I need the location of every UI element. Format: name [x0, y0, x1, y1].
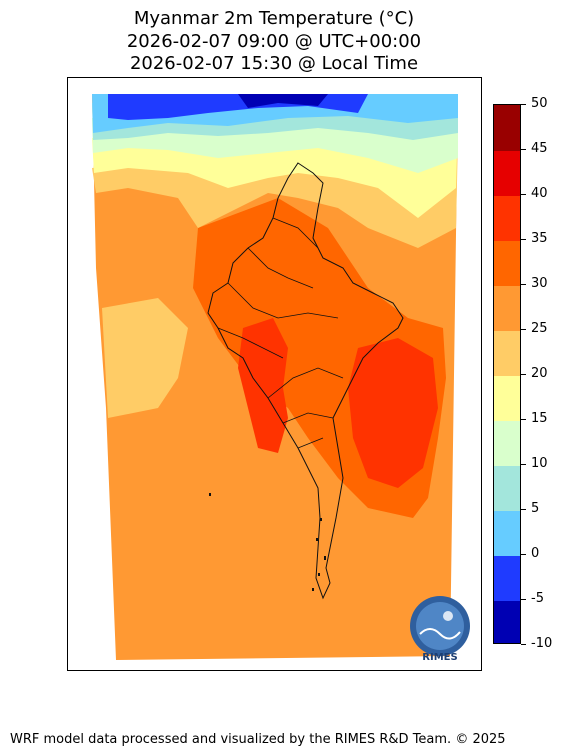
- colorbar-segment: [494, 330, 520, 376]
- temp-field-minus10: [238, 94, 328, 108]
- colorbar-tick: [521, 509, 526, 510]
- colorbar-tick-label: 20: [531, 366, 548, 381]
- colorbar-segment: [494, 285, 520, 331]
- colorbar-tick-label: 0: [531, 546, 540, 561]
- colorbar-segment: [494, 240, 520, 286]
- colorbar-segment: [494, 105, 520, 151]
- colorbar-tick-label: 10: [531, 456, 548, 471]
- utc-time: 2026-02-07 09:00 @ UTC+00:00: [126, 31, 422, 52]
- footer-credit: WRF model data processed and visualized …: [10, 732, 506, 747]
- colorbar-tick: [521, 104, 526, 105]
- temp-field-35-40-west: [238, 318, 288, 453]
- map-panel: RIMES: [67, 77, 482, 671]
- colorbar-tick: [521, 284, 526, 285]
- colorbar-tick-label: 40: [531, 186, 548, 201]
- colorbar: [493, 104, 521, 644]
- colorbar-tick-label: 5: [531, 501, 540, 516]
- colorbar-tick-label: 45: [531, 141, 548, 156]
- logo-text: RIMES: [422, 652, 457, 663]
- colorbar-tick-label: -5: [531, 591, 544, 606]
- local-time: 2026-02-07 15:30 @ Local Time: [129, 53, 419, 74]
- colorbar-segment: [494, 510, 520, 556]
- colorbar-tick-label: 35: [531, 231, 548, 246]
- colorbar-tick: [521, 644, 526, 645]
- colorbar-tick-label: 25: [531, 321, 548, 336]
- colorbar-tick-label: 15: [531, 411, 548, 426]
- colorbar-tick: [521, 464, 526, 465]
- coastal-islands: [209, 493, 326, 591]
- colorbar-tick: [521, 419, 526, 420]
- colorbar-segment: [494, 195, 520, 241]
- colorbar-tick-label: -10: [531, 636, 553, 651]
- colorbar-tick: [521, 194, 526, 195]
- colorbar-tick: [521, 329, 526, 330]
- myanmar-border: [207, 162, 404, 600]
- colorbar-tick: [521, 599, 526, 600]
- map-title: Myanmar 2m Temperature (°C): [133, 8, 415, 29]
- colorbar-segment: [494, 465, 520, 511]
- colorbar-tick: [521, 239, 526, 240]
- temperature-map: RIMES: [92, 94, 470, 663]
- colorbar-tick: [521, 149, 526, 150]
- colorbar-tick: [521, 374, 526, 375]
- state-boundaries: [217, 217, 344, 449]
- colorbar-tick-label: 50: [531, 96, 548, 111]
- temp-field-20-25-sea: [102, 298, 188, 418]
- colorbar-segment: [494, 150, 520, 196]
- colorbar-segment: [494, 555, 520, 601]
- colorbar-tick-label: 30: [531, 276, 548, 291]
- colorbar-segment: [494, 600, 520, 643]
- colorbar-segment: [494, 375, 520, 421]
- colorbar-segment: [494, 420, 520, 466]
- rimes-logo: RIMES: [410, 596, 470, 663]
- colorbar-tick: [521, 554, 526, 555]
- temp-field-35-40: [348, 338, 438, 488]
